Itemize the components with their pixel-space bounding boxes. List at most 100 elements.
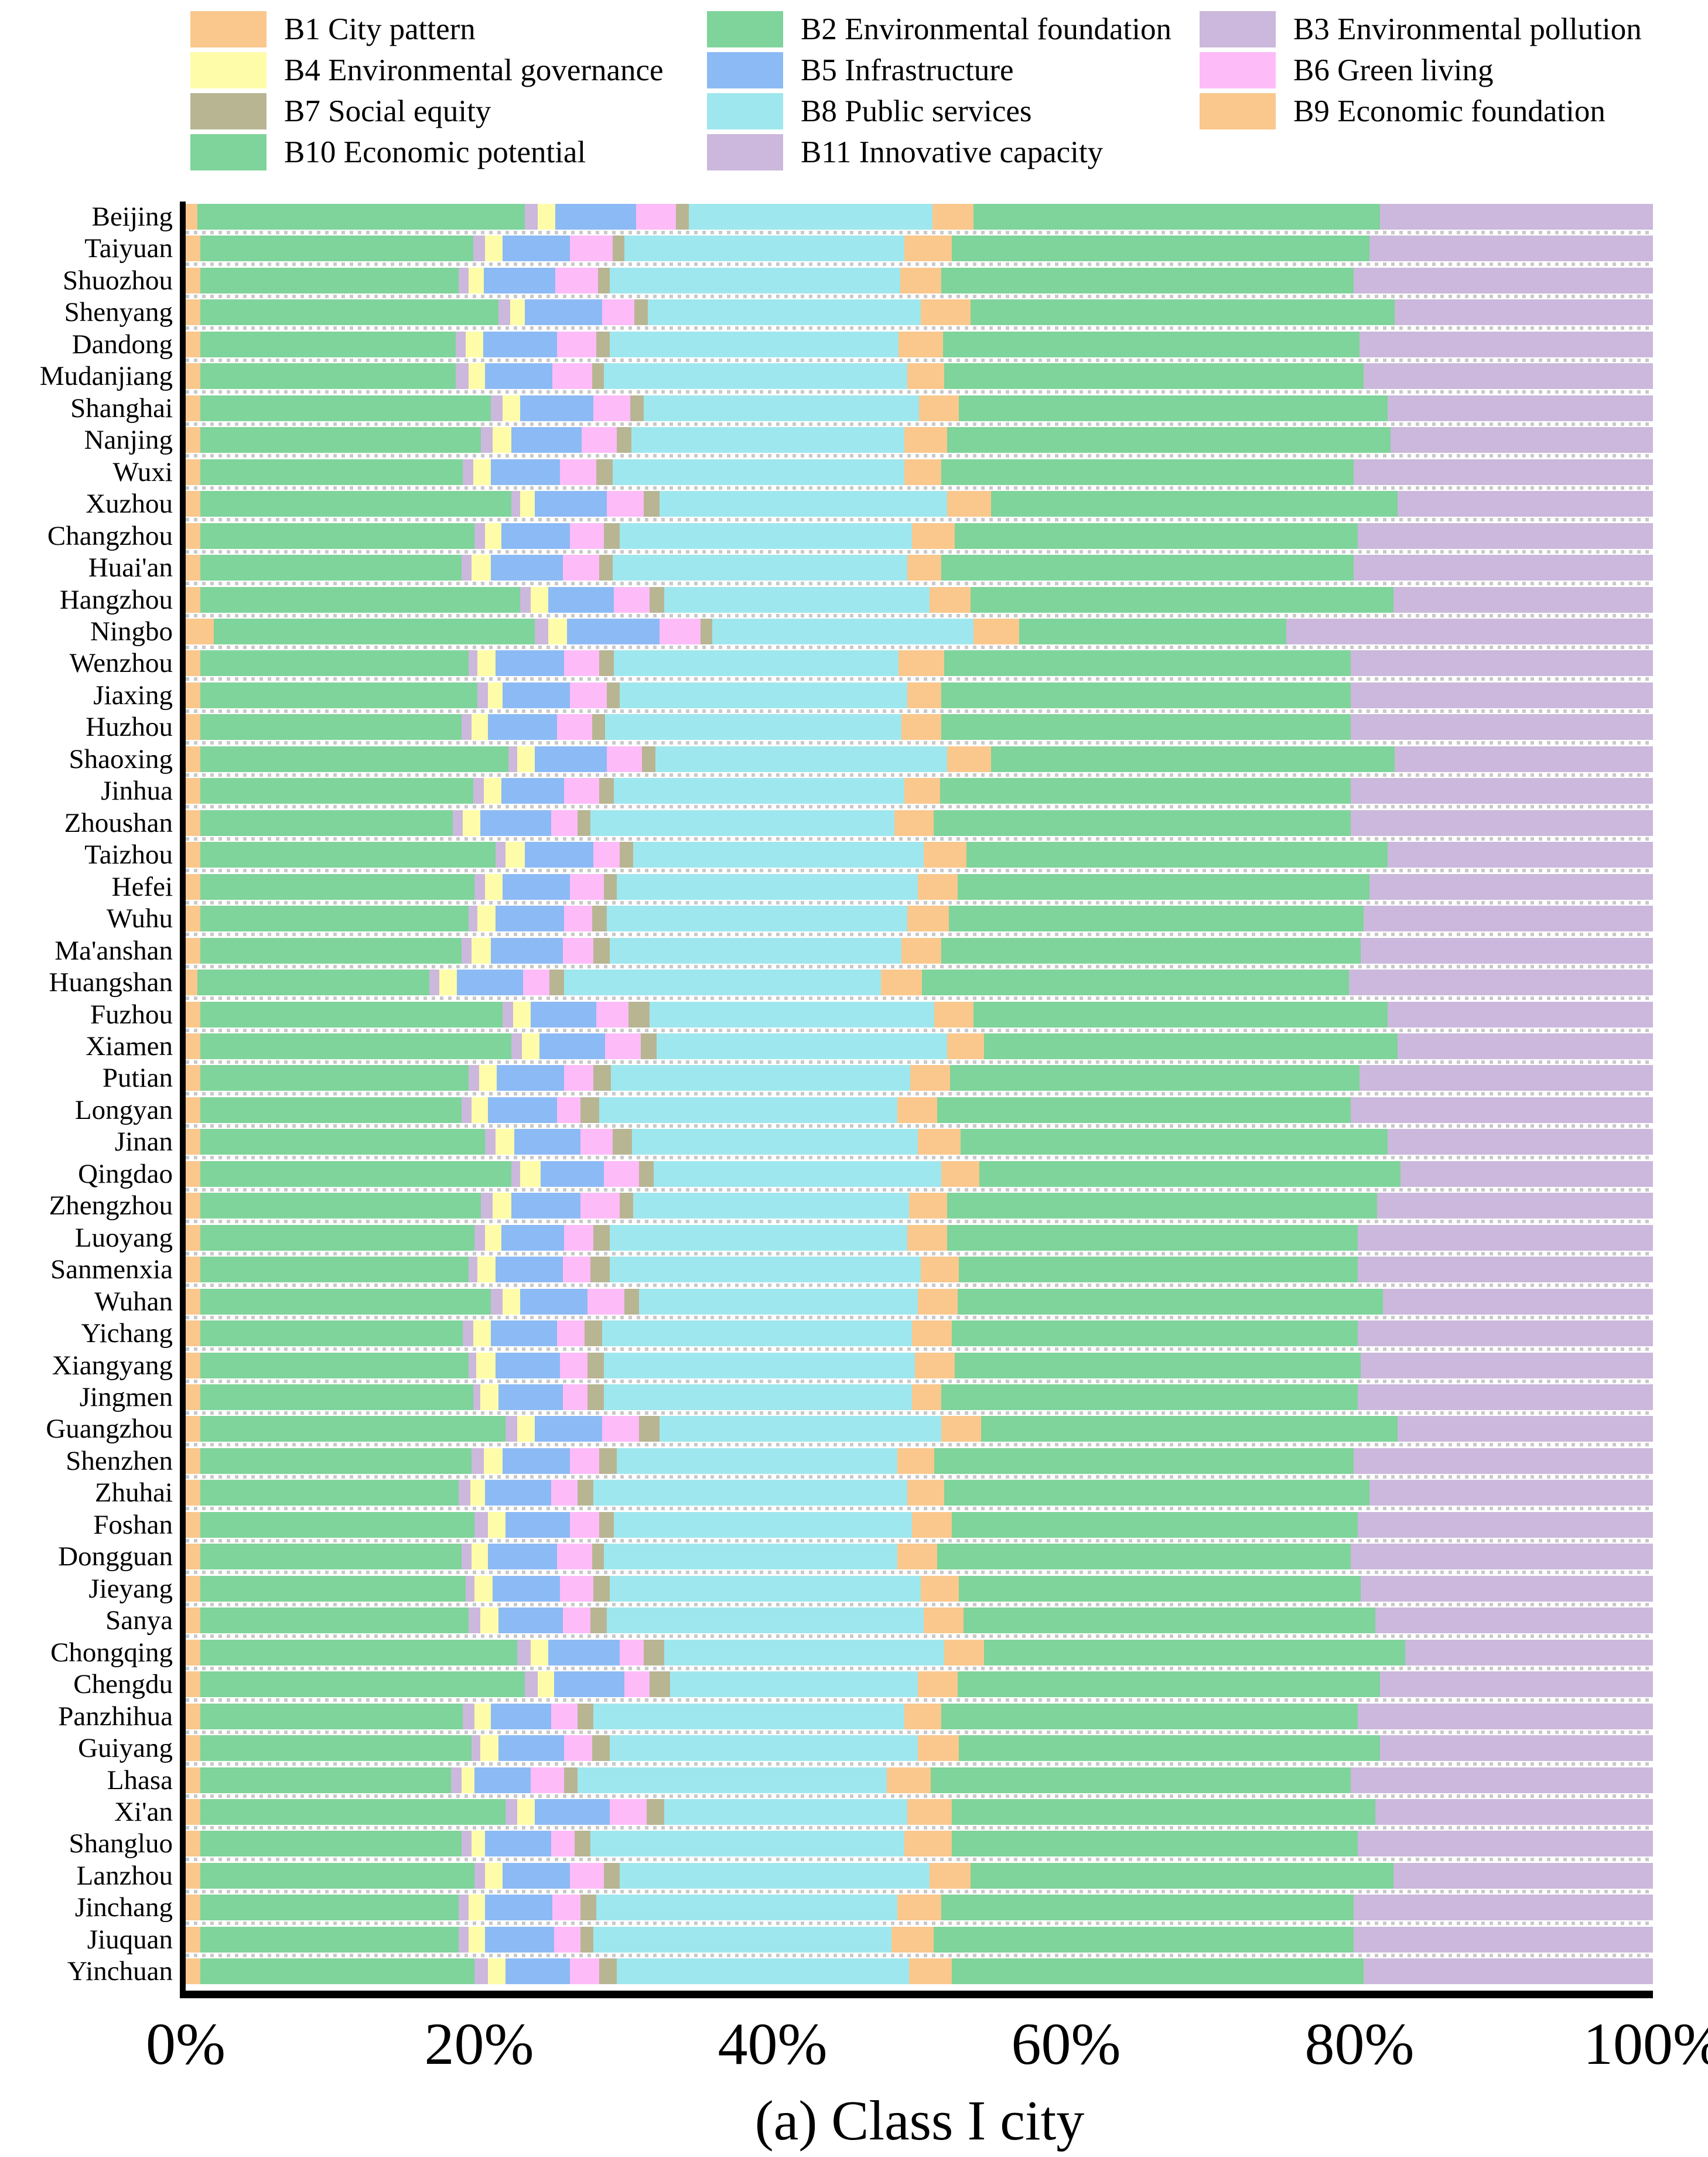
legend-swatch-B2 — [707, 11, 783, 47]
bar-segment-B6 — [660, 618, 701, 644]
bar-segment-B4 — [483, 778, 501, 804]
bar-segment-B5 — [535, 746, 607, 772]
bar-segment-B7 — [593, 1575, 610, 1602]
bar-segment-B10 — [931, 1767, 1351, 1793]
bar-segment-B3 — [524, 1671, 538, 1698]
bar-segment-B3 — [473, 1384, 481, 1411]
bar-segment-B10 — [937, 1097, 1351, 1123]
bar-segment-B9 — [920, 1575, 959, 1602]
bar-segment-B4 — [480, 1607, 498, 1634]
bar-segment-B11 — [1361, 1352, 1653, 1378]
row-separator — [186, 1251, 1653, 1255]
city-label-Jingmen: Jingmen — [79, 1382, 173, 1413]
bar-segment-B8 — [603, 363, 908, 390]
city-label-Beijing: Beijing — [91, 202, 173, 232]
bar-segment-B1 — [186, 650, 201, 677]
bar-segment-B7 — [587, 1384, 604, 1411]
bar-segment-B9 — [881, 970, 923, 996]
bar-segment-B8 — [633, 1193, 909, 1219]
bar-segment-B1 — [186, 427, 201, 453]
bar-segment-B8 — [648, 299, 921, 326]
bar-segment-B7 — [577, 1703, 594, 1729]
bar-segment-B4 — [469, 363, 485, 390]
bar-segment-B1 — [186, 1001, 201, 1028]
row-separator — [186, 1826, 1653, 1830]
bar-segment-B3 — [480, 1193, 493, 1219]
bar-segment-B9 — [911, 1511, 952, 1538]
row-separator — [186, 1443, 1653, 1447]
bar-segment-B9 — [907, 1799, 952, 1825]
bar-segment-B10 — [957, 1671, 1380, 1698]
x-tick-80pct: 80% — [1304, 2011, 1415, 2077]
bar-segment-B4 — [469, 267, 484, 293]
legend-label-B10: B10 Economic potential — [284, 135, 586, 169]
bar-segment-B2 — [200, 1735, 472, 1762]
bar-segment-B1 — [186, 1735, 201, 1762]
bar-segment-B4 — [485, 873, 503, 900]
bar-segment-B3 — [463, 1703, 475, 1729]
bar-segment-B4 — [473, 459, 491, 485]
bar-segment-B9 — [904, 1831, 952, 1857]
city-label-Wuxi: Wuxi — [112, 456, 173, 487]
row-separator — [186, 454, 1653, 458]
city-label-Zhengzhou: Zhengzhou — [49, 1190, 173, 1221]
bar-row-Foshan — [186, 1511, 1653, 1538]
bar-segment-B4 — [480, 1735, 498, 1762]
bar-segment-B9 — [907, 555, 942, 581]
bar-segment-B2 — [200, 236, 473, 262]
bar-segment-B5 — [548, 586, 614, 613]
bar-segment-B2 — [200, 1352, 469, 1378]
row-separator — [186, 645, 1653, 649]
bar-segment-B6 — [580, 1193, 620, 1219]
bar-segment-B10 — [959, 1257, 1358, 1283]
legend-item-B5: B5 Infrastructure — [707, 52, 1014, 89]
bar-segment-B4 — [488, 1511, 506, 1538]
bar-row-Nanjing — [186, 427, 1653, 453]
bar-segment-B2 — [200, 299, 498, 326]
bar-segment-B10 — [971, 1862, 1393, 1889]
bar-segment-B9 — [904, 427, 948, 453]
bar-segment-B9 — [904, 778, 940, 804]
bar-segment-B5 — [483, 267, 556, 293]
bar-segment-B2 — [200, 1161, 512, 1187]
bar-segment-B5 — [503, 873, 571, 900]
bar-segment-B11 — [1400, 1161, 1653, 1187]
bar-segment-B9 — [911, 523, 955, 549]
row-separator — [186, 1858, 1653, 1862]
bar-segment-B4 — [477, 906, 496, 932]
bar-segment-B1 — [186, 331, 201, 357]
legend-swatch-B9 — [1200, 93, 1276, 129]
bar-segment-B9 — [914, 1352, 955, 1378]
bar-segment-B4 — [517, 1416, 535, 1442]
bar-segment-B7 — [675, 204, 689, 230]
bar-segment-B3 — [511, 491, 521, 517]
row-separator — [186, 709, 1653, 713]
bar-row-Yinchuan — [186, 1958, 1653, 1985]
bar-segment-B6 — [530, 1767, 565, 1793]
legend-item-B4: B4 Environmental governance — [190, 52, 664, 89]
bar-segment-B9 — [923, 842, 966, 868]
bar-segment-B10 — [957, 1288, 1383, 1315]
bar-segment-B8 — [609, 331, 899, 357]
bar-segment-B1 — [186, 1065, 201, 1091]
bar-segment-B8 — [609, 1224, 908, 1251]
bar-segment-B10 — [983, 1033, 1398, 1059]
bar-segment-B1 — [186, 1320, 201, 1347]
bar-segment-B4 — [472, 1097, 488, 1123]
bar-segment-B2 — [200, 459, 463, 485]
bar-segment-B2 — [197, 970, 429, 996]
bar-segment-B5 — [503, 236, 571, 262]
bar-row-Panzhihua — [186, 1703, 1653, 1729]
bar-segment-B1 — [186, 1767, 201, 1793]
bar-segment-B2 — [200, 1097, 462, 1123]
bar-segment-B7 — [592, 906, 607, 932]
bar-segment-B4 — [485, 1862, 503, 1889]
bar-segment-B3 — [472, 1448, 484, 1474]
bar-segment-B8 — [664, 1799, 908, 1825]
bar-segment-B1 — [186, 1639, 201, 1665]
bar-segment-B5 — [495, 1352, 560, 1378]
legend-label-B5: B5 Infrastructure — [801, 53, 1014, 87]
bar-segment-B2 — [200, 1384, 473, 1411]
bar-segment-B1 — [186, 523, 201, 549]
bar-segment-B5 — [524, 299, 603, 326]
